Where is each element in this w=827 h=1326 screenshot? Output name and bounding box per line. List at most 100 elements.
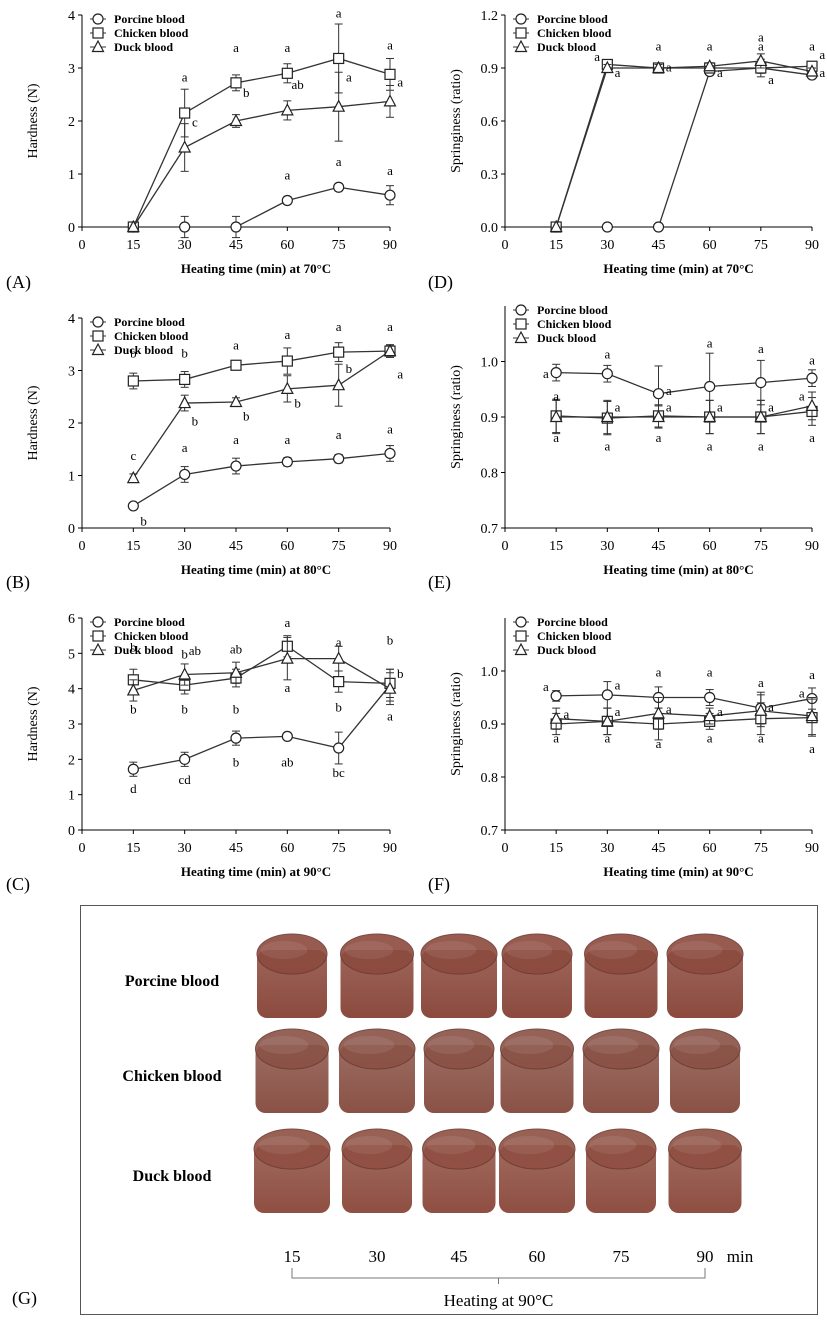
x-tick-label: 30 [178, 539, 192, 554]
marker-triangle [703, 58, 717, 72]
panel-letter: (F) [428, 874, 450, 895]
x-axis-title: Heating time (min) at 70°C [181, 261, 331, 276]
significance-letter: a [233, 338, 239, 353]
marker-triangle [754, 53, 768, 67]
x-tick-label: 90 [805, 539, 819, 554]
y-tick-label: 2 [68, 753, 75, 768]
marker-triangle [126, 683, 140, 696]
significance-letter: a [336, 6, 342, 21]
y-tick-label: 4 [68, 9, 75, 24]
marker-triangle [703, 708, 717, 722]
meat-sample [585, 1128, 657, 1213]
x-tick-label: 75 [332, 539, 346, 554]
significance-letter: a [799, 388, 805, 403]
y-tick-label: 0 [68, 522, 75, 537]
y-tick-label: 0.9 [481, 718, 499, 733]
significance-letter: a [284, 680, 290, 695]
sample-top [341, 1128, 413, 1170]
significance-letter: a [284, 327, 290, 342]
x-tick-label: 75 [754, 539, 768, 554]
marker-triangle [91, 39, 105, 53]
series-line [132, 100, 391, 228]
significance-letter: a [336, 154, 342, 169]
x-axis-title: Heating time (min) at 80°C [603, 562, 753, 577]
legend-label: Porcine blood [114, 615, 185, 629]
marker-triangle [514, 642, 528, 656]
marker-triangle [600, 714, 614, 727]
photo-time-label: 90 [697, 1247, 714, 1266]
marker-triangle [332, 377, 346, 391]
chart-panel-d: 0.0 0.3 0.6 0.9 1.2 0 15 30 45 60 75 90 Heating time… [428, 9, 825, 293]
significance-letter: b [192, 414, 199, 429]
y-tick-label: 0.8 [481, 771, 499, 786]
significance-letter: a [553, 388, 559, 403]
x-tick-label: 0 [79, 238, 86, 253]
sample-top [585, 1128, 657, 1170]
significance-letter: a [553, 731, 559, 746]
significance-letter: b [346, 361, 353, 376]
sample-top [256, 933, 328, 975]
sample-highlight [672, 1136, 722, 1154]
sample-top [253, 1128, 331, 1170]
meat-sample [498, 1128, 576, 1213]
marker-triangle [754, 409, 768, 423]
x-axis-title: Heating time (min) at 80°C [181, 562, 331, 577]
x-tick-label: 45 [652, 539, 666, 554]
significance-letter: cd [179, 772, 192, 787]
significance-letter: a [758, 731, 764, 746]
series-circle [127, 181, 396, 239]
marker-circle [704, 691, 716, 704]
marker-triangle [805, 398, 819, 411]
photo-row-label: Porcine blood [125, 973, 219, 990]
series-triangle [549, 53, 819, 233]
marker-triangle [178, 395, 192, 409]
sample-highlight [587, 1036, 639, 1054]
significance-letter: a [387, 422, 393, 437]
series-line [132, 452, 391, 507]
significance-letter: b [181, 647, 188, 662]
marker-triangle [549, 219, 563, 233]
series-line [556, 710, 813, 723]
x-tick-label: 30 [600, 539, 614, 554]
marker-circle [179, 468, 191, 481]
marker-square [515, 630, 527, 642]
marker-circle [601, 368, 613, 380]
marker-circle [515, 13, 527, 25]
series-line [555, 60, 813, 228]
marker-triangle [805, 64, 819, 77]
significance-letter: bc [333, 765, 346, 780]
y-tick-label: 3 [68, 62, 75, 77]
significance-letter: a [387, 319, 393, 334]
x-tick-label: 45 [229, 841, 243, 856]
chart-panel-f: 0.7 0.8 0.9 1.0 0 15 30 45 60 75 90 Heating time (m… [428, 615, 819, 895]
significance-letter: a [604, 731, 610, 746]
meat-sample [340, 933, 414, 1018]
sample-highlight [673, 1036, 721, 1054]
series-circle [127, 445, 396, 512]
marker-triangle [652, 60, 665, 74]
significance-letter: a [615, 678, 621, 693]
meat-sample [338, 1028, 416, 1113]
significance-letter: a [758, 438, 764, 453]
y-tick-label: 1.2 [481, 9, 499, 24]
x-tick-label: 30 [600, 238, 614, 253]
marker-circle [333, 453, 345, 465]
sample-top [500, 1028, 574, 1070]
significance-letter: c [192, 114, 198, 129]
x-tick-label: 30 [178, 238, 192, 253]
marker-triangle [805, 708, 819, 722]
marker-circle [550, 367, 562, 379]
significance-letter: a [758, 30, 764, 45]
marker-triangle [229, 394, 243, 408]
meat-sample [255, 1028, 329, 1113]
significance-letter: b [335, 700, 342, 715]
marker-triangle [703, 409, 717, 423]
y-tick-label: 0.9 [481, 62, 499, 77]
marker-triangle [178, 140, 192, 153]
significance-letter: a [758, 675, 764, 690]
panel-letter: (E) [428, 572, 451, 593]
x-tick-label: 90 [383, 539, 397, 554]
x-axis-title: Heating time (min) at 70°C [603, 261, 753, 276]
marker-square [333, 52, 345, 65]
